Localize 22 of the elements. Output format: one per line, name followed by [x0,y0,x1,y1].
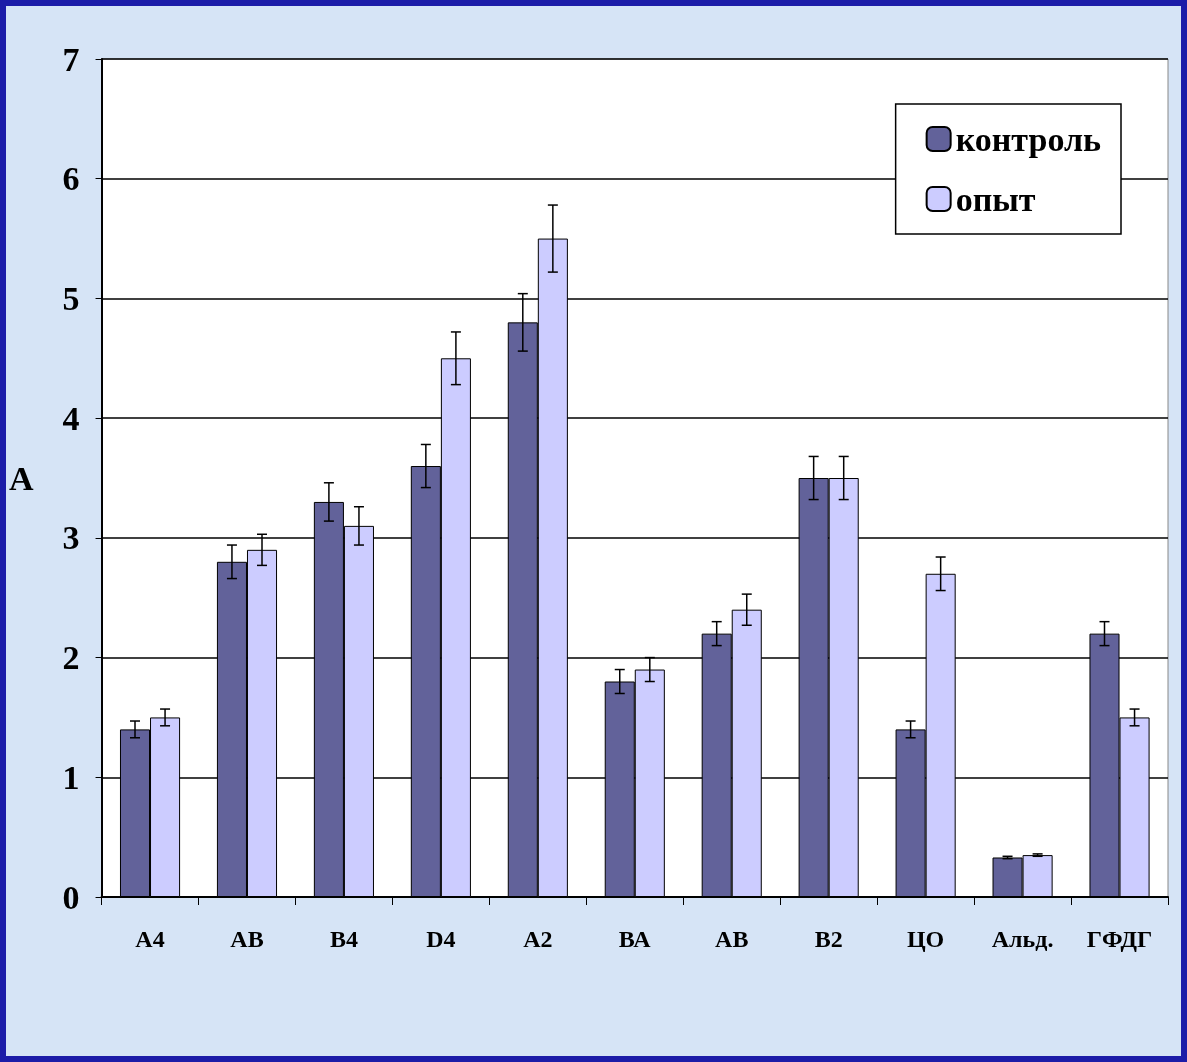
y-tick-label: 1 [62,758,80,796]
x-tick-label: АВ [715,926,749,952]
legend-label: опыт [955,180,1036,218]
x-tick-label: Альд. [991,926,1054,952]
y-tick-label: 7 [62,40,80,78]
x-tick-label: В2 [814,926,843,952]
y-tick-label: 0 [62,878,80,916]
x-tick-label: АВ [230,926,264,952]
x-tick-label: D4 [426,926,456,952]
y-tick-label: 5 [62,279,80,317]
x-tick-label: В4 [329,926,358,952]
x-tick-label: А2 [523,926,553,952]
x-tick-label: А4 [135,926,165,952]
y-axis-title: А [8,459,34,497]
legend-label: контроль [955,120,1102,158]
x-tick-label: ЦО [907,926,945,952]
y-tick-label: 6 [62,160,80,198]
y-tick-label: 2 [62,639,80,677]
y-tick-label: 3 [62,519,80,557]
x-tick-label: ВА [618,926,652,952]
x-tick-label: ГФДГ [1086,926,1153,952]
y-tick-label: 4 [62,399,80,437]
